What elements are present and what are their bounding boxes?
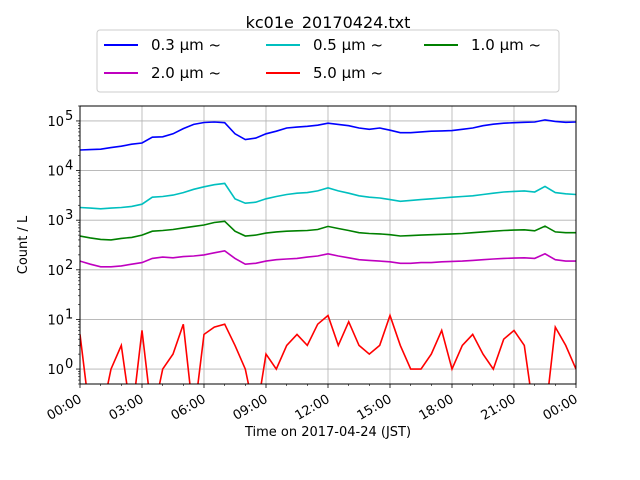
x-tick-label: 18:00: [417, 392, 457, 424]
x-tick-label: 09:00: [231, 392, 271, 424]
legend-label-3: 2.0 μm ~: [151, 64, 221, 82]
legend-label-2: 1.0 μm ~: [471, 36, 541, 54]
legend-label-1: 0.5 μm ~: [313, 36, 383, 54]
legend-label-0: 0.3 μm ~: [151, 36, 221, 54]
series-line-0: [80, 119, 576, 151]
x-tick-label: 03:00: [107, 392, 147, 424]
x-tick-label: 00:00: [541, 392, 581, 424]
plot-lines: [80, 119, 576, 384]
chart-title: kc01e_20170424.txt: [246, 13, 411, 33]
x-axis: 00:00 03:00 06:00 09:00 12:00 15:00 18:00 21:00…: [45, 384, 581, 424]
grid: [79, 106, 577, 384]
y-axis-label: Count / L: [16, 215, 31, 274]
y-tick-exponent: 1: [65, 307, 73, 322]
y-tick-label: 10: [47, 214, 64, 229]
series-line-3: [80, 250, 576, 268]
y-tick-exponent: 2: [65, 258, 73, 273]
y-tick-exponent: 4: [65, 159, 73, 174]
x-tick-label: 21:00: [479, 392, 519, 424]
y-tick-label: 10: [47, 363, 64, 378]
legend: 0.3 μm ~ 0.5 μm ~ 1.0 μm ~ 2.0 μm ~ 5.0 μm ~: [96, 29, 560, 93]
y-tick-label: 10: [47, 165, 64, 180]
x-tick-label: 12:00: [293, 392, 333, 424]
y-tick-exponent: 5: [65, 109, 73, 124]
y-tick-exponent: 0: [65, 357, 73, 372]
y-tick-exponent: 3: [65, 208, 73, 223]
y-tick-label: 10: [47, 115, 64, 130]
x-tick-label: 06:00: [169, 392, 209, 424]
series-line-1: [80, 182, 576, 210]
series-line-2: [80, 220, 576, 241]
y-tick-label: 10: [47, 264, 64, 279]
legend-label-4: 5.0 μm ~: [313, 64, 383, 82]
y-tick-label: 10: [47, 313, 64, 328]
x-axis-label: Time on 2017-04-24 (JST): [244, 425, 411, 440]
x-tick-label: 00:00: [45, 392, 85, 424]
x-tick-label: 15:00: [355, 392, 395, 424]
series-line-4: [80, 313, 576, 384]
